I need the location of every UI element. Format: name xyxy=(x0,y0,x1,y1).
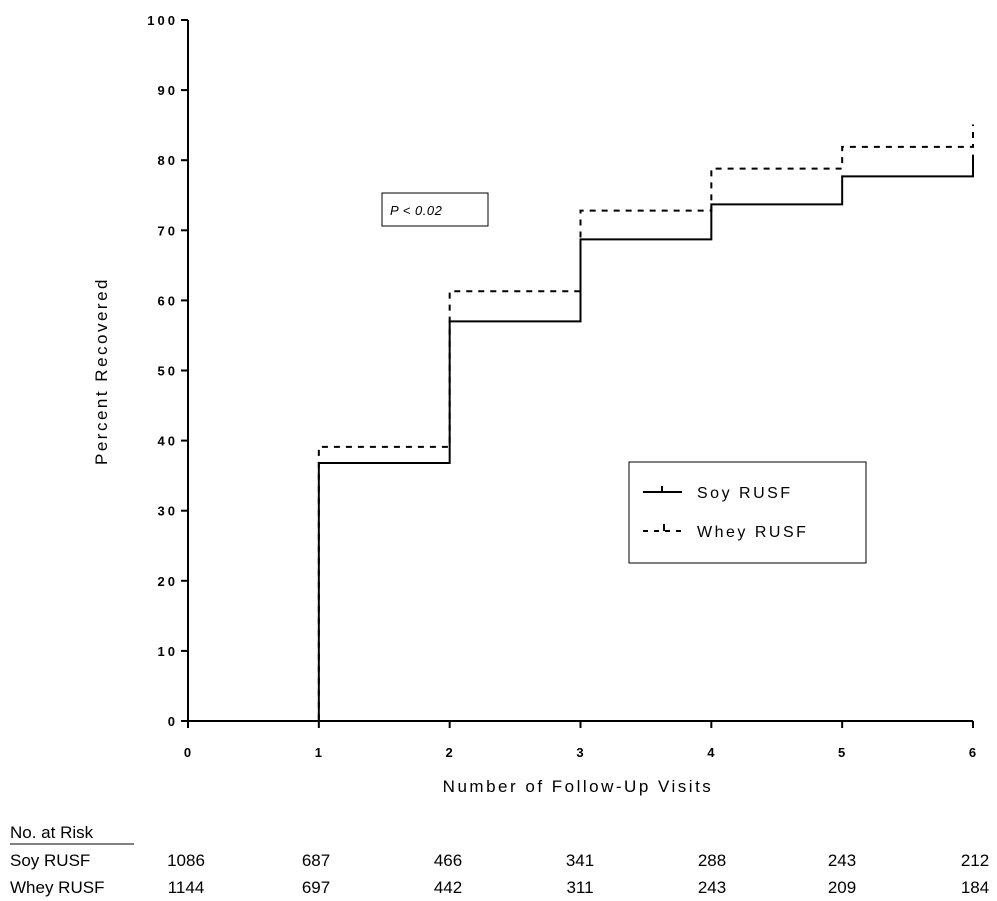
risk-count: 1086 xyxy=(167,851,205,870)
risk-row-label: Whey RUSF xyxy=(10,878,104,897)
risk-count: 442 xyxy=(434,878,462,897)
risk-count: 1144 xyxy=(168,878,205,897)
axes: 0 10 20 30 40 50 60 70 80 90 100 0 1 2 3 4 5 6 xyxy=(147,13,979,760)
x-tick-label: 0 xyxy=(184,745,194,760)
legend-label-soy: Soy RUSF xyxy=(697,485,793,502)
annotation-text: P < 0.02 xyxy=(390,203,443,218)
y-tick-label: 80 xyxy=(158,153,178,168)
y-tick-label: 30 xyxy=(158,504,178,519)
risk-rows: Soy RUSF 1086 687 466 341 288 243 212 Whey RUSF 1… xyxy=(10,851,989,897)
risk-count: 288 xyxy=(698,851,726,870)
risk-count: 697 xyxy=(302,878,330,897)
risk-table: No. at Risk Soy RUSF 1086 687 466 341 288 243 2… xyxy=(10,823,989,897)
risk-count: 687 xyxy=(302,851,330,870)
x-tick-label: 3 xyxy=(576,745,586,760)
y-tick-label: 50 xyxy=(158,364,178,379)
annotation-box xyxy=(381,192,489,227)
x-tick-label: 4 xyxy=(707,745,717,760)
x-tick-label: 6 xyxy=(969,745,979,760)
x-tick-label: 1 xyxy=(315,745,325,760)
legend-box xyxy=(628,461,867,564)
risk-count: 184 xyxy=(961,878,989,897)
risk-count: 243 xyxy=(828,851,856,870)
y-tick-label: 90 xyxy=(158,83,178,98)
risk-count: 341 xyxy=(566,851,594,870)
risk-count: 466 xyxy=(434,851,462,870)
risk-row-label: Soy RUSF xyxy=(10,851,90,870)
x-axis-title: Number of Follow-Up Visits xyxy=(443,777,714,796)
p-value-annotation: P < 0.02 xyxy=(381,192,489,227)
series-whey-rusf-line xyxy=(188,124,974,722)
risk-count: 243 xyxy=(698,878,726,897)
y-tick-label: 20 xyxy=(158,574,178,589)
y-tick-label: 60 xyxy=(158,293,178,308)
series-soy-rusf-line xyxy=(188,154,974,722)
legend-label-whey: Whey RUSF xyxy=(697,524,808,541)
risk-count: 212 xyxy=(961,851,989,870)
y-tick-label: 70 xyxy=(158,223,178,238)
legend: Soy RUSF Whey RUSF xyxy=(628,461,867,564)
risk-count: 311 xyxy=(566,878,593,897)
x-tick-label: 5 xyxy=(838,745,848,760)
risk-count: 209 xyxy=(828,878,856,897)
series-layer xyxy=(188,124,974,722)
x-tick-label: 2 xyxy=(446,745,456,760)
y-axis-title: Percent Recovered xyxy=(92,277,111,465)
y-tick-label: 100 xyxy=(147,13,178,28)
y-tick-label: 0 xyxy=(168,714,178,729)
risk-table-title: No. at Risk xyxy=(10,823,94,842)
y-tick-label: 10 xyxy=(158,644,178,659)
y-tick-label: 40 xyxy=(158,434,178,449)
